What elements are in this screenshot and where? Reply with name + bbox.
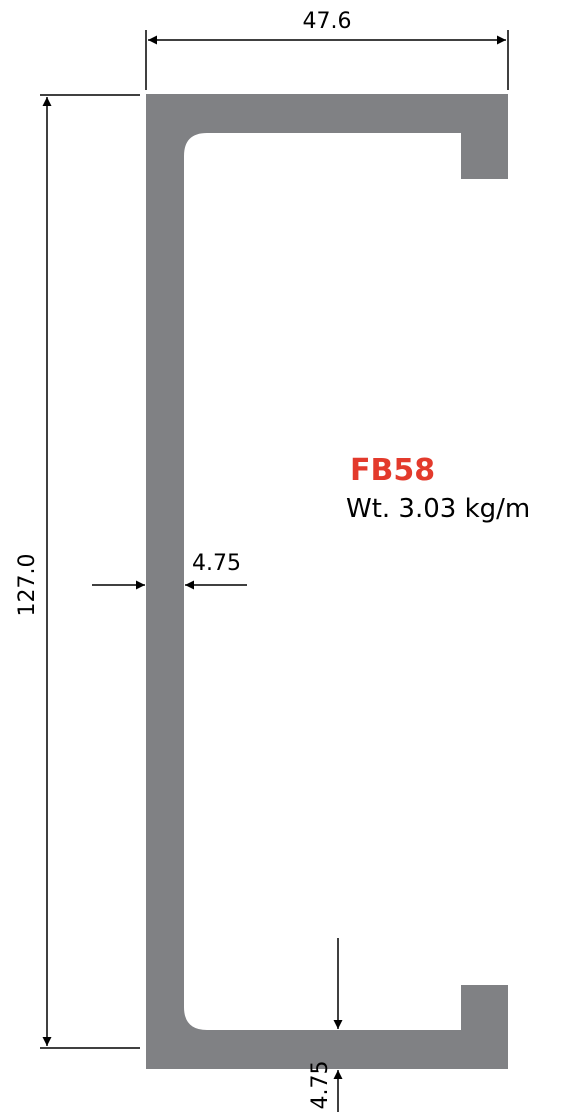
width-label: 47.6 (303, 9, 352, 34)
web-thickness-dimension: 4.75 (92, 551, 247, 590)
profile-weight: Wt. 3.03 kg/m (346, 494, 530, 524)
web-thickness-label: 4.75 (192, 551, 241, 576)
flange-thickness-label: 4.75 (308, 1061, 333, 1110)
height-label: 127.0 (15, 554, 40, 617)
flange-thickness-dimension: 4.75 (308, 938, 343, 1112)
profile-code: FB58 (350, 453, 435, 488)
channel-profile (146, 94, 508, 1069)
width-dimension: 47.6 (145, 9, 509, 90)
height-dimension: 127.0 (15, 94, 140, 1049)
